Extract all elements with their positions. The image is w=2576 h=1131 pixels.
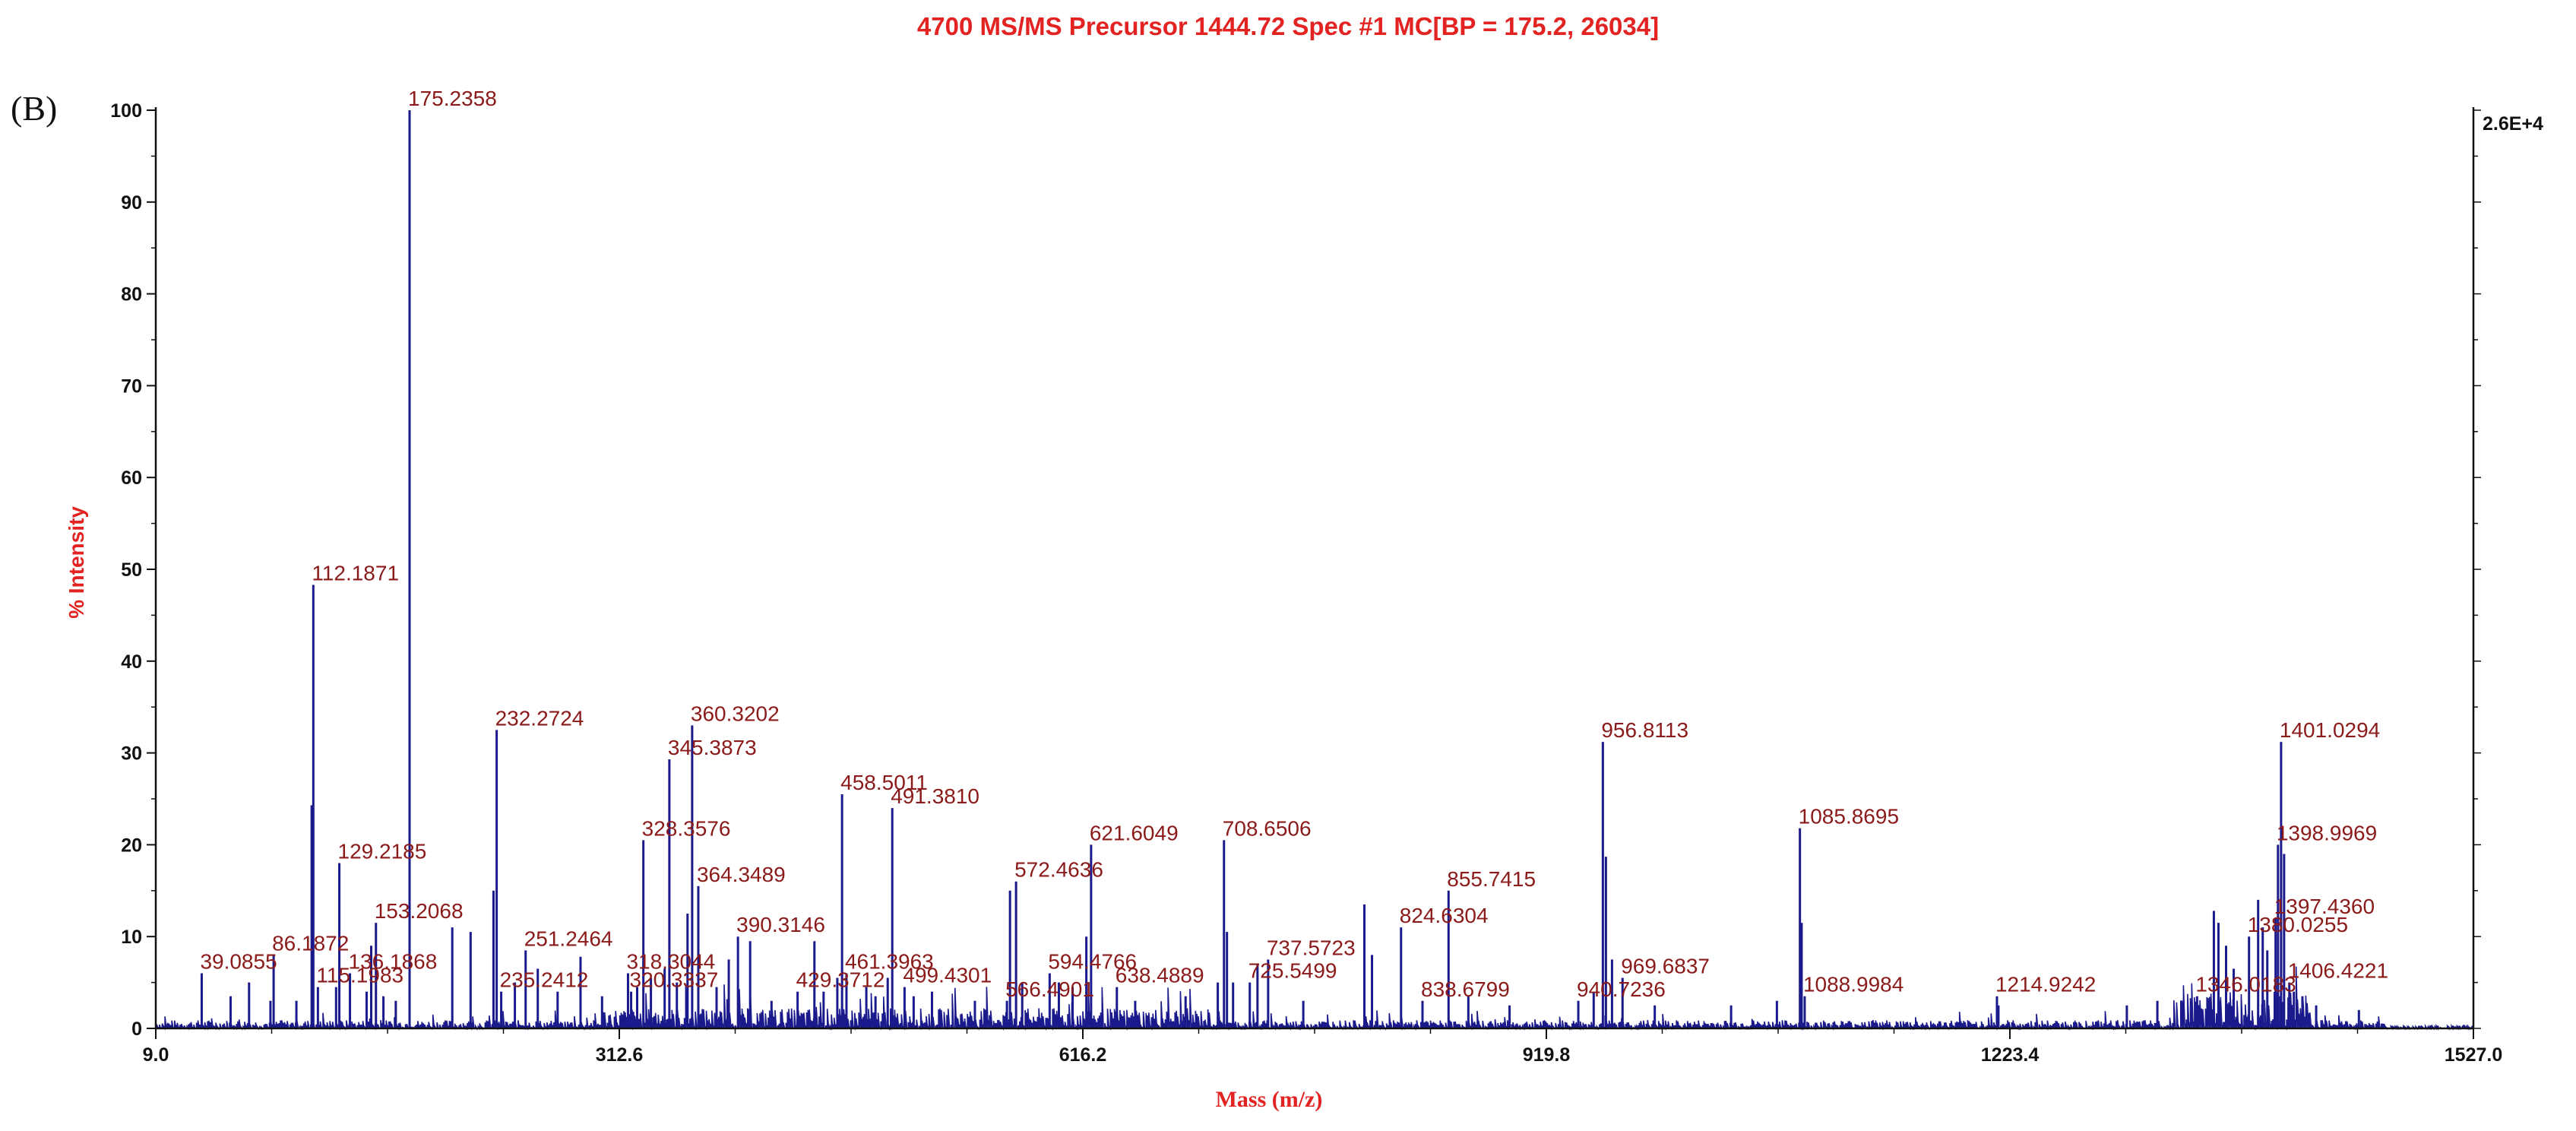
y-tick-label: 70 (121, 375, 142, 397)
x-tick-label: 1527.0 (2445, 1044, 2502, 1066)
peak-label: 566.4901 (1005, 977, 1094, 1001)
peak-label: 1398.9969 (2277, 821, 2377, 844)
peak-label: 458.5011 (840, 771, 928, 794)
peak-label: 136.1868 (349, 950, 438, 974)
x-tick-label: 1223.4 (1981, 1044, 2040, 1066)
x-tick-label: 616.2 (1059, 1044, 1107, 1066)
x-tick-label: 919.8 (1523, 1044, 1571, 1066)
peak-label: 1401.0294 (2280, 718, 2380, 742)
y-axis-label: % Intensity (65, 506, 88, 619)
peak-label: 390.3146 (736, 913, 825, 936)
peak-label: 491.3810 (891, 784, 979, 808)
peak-label: 737.5723 (1267, 936, 1356, 959)
peak-label: 708.6506 (1223, 816, 1312, 840)
y-tick-label: 50 (121, 559, 142, 581)
peak-label: 638.4889 (1116, 964, 1204, 987)
peak-label: 1380.0255 (2248, 913, 2348, 936)
peak-label: 1088.9984 (1803, 973, 1904, 996)
peak-label: 499.4301 (903, 964, 992, 987)
peak-label: 1346.0183 (2195, 973, 2296, 996)
peak-label: 1397.4360 (2274, 895, 2375, 918)
peak-label: 360.3202 (691, 702, 780, 725)
peak-label: 621.6049 (1090, 821, 1179, 844)
chart-title: 4700 MS/MS Precursor 1444.72 Spec #1 MC[… (917, 12, 1659, 40)
peak-label: 251.2464 (524, 927, 613, 950)
y-tick-label: 80 (121, 284, 142, 306)
x-axis-label: Mass (m/z) (1216, 1087, 1323, 1112)
peak-label: 940.7236 (1577, 977, 1666, 1001)
y-tick-label: 10 (121, 927, 142, 948)
peak-label: 345.3873 (668, 736, 757, 759)
peak-label: 328.3576 (642, 816, 731, 840)
peak-label: 725.5499 (1248, 959, 1337, 983)
peak-label: 838.6799 (1421, 977, 1510, 1001)
x-tick-label: 9.0 (143, 1044, 169, 1066)
peak-label: 39.0855 (200, 950, 277, 974)
axes: 0 10 20 30 40 50 60 70 80 90 100 9.0 312.6 616.2 919.8… (110, 100, 2502, 1066)
intensity-scale-label: 2.6E+4 (2483, 113, 2543, 135)
peak-label: 969.6837 (1621, 955, 1710, 978)
peak-label: 956.8113 (1601, 718, 1688, 742)
peak-label: 129.2185 (338, 840, 427, 863)
peak-label: 175.2358 (408, 87, 497, 110)
peak-label: 855.7415 (1447, 867, 1536, 891)
y-tick-label: 20 (121, 835, 142, 856)
peak-label: 1085.8695 (1799, 805, 1899, 828)
y-tick-label: 90 (121, 192, 142, 214)
peak-label: 461.3963 (845, 950, 934, 974)
peak-label: 594.4766 (1048, 950, 1137, 974)
peak-label: 320.3337 (630, 968, 719, 992)
y-tick-label: 40 (121, 651, 142, 673)
panel-label: (B) (11, 89, 57, 128)
peak-label: 153.2068 (375, 899, 464, 923)
x-tick-label: 312.6 (596, 1044, 644, 1066)
y-tick-label: 60 (121, 467, 142, 489)
y-tick-label: 30 (121, 743, 142, 765)
y-tick-label: 100 (110, 100, 142, 122)
spectrum-peaks (200, 110, 2360, 1028)
peak-label: 824.6304 (1400, 904, 1489, 927)
peak-label: 572.4636 (1014, 858, 1103, 882)
peak-label: 1214.9242 (1995, 973, 2096, 996)
peak-label: 112.1871 (312, 562, 399, 585)
peak-label: 1406.4221 (2288, 959, 2388, 983)
peak-label: 86.1872 (272, 931, 349, 955)
peak-label: 115.1983 (316, 964, 403, 987)
peak-label: 318.3044 (626, 950, 715, 974)
peak-label: 429.3712 (796, 968, 885, 992)
peak-label: 235.2412 (500, 968, 589, 992)
y-tick-label: 0 (131, 1019, 142, 1040)
peak-label: 364.3489 (697, 863, 786, 886)
peak-label: 232.2724 (495, 706, 584, 730)
